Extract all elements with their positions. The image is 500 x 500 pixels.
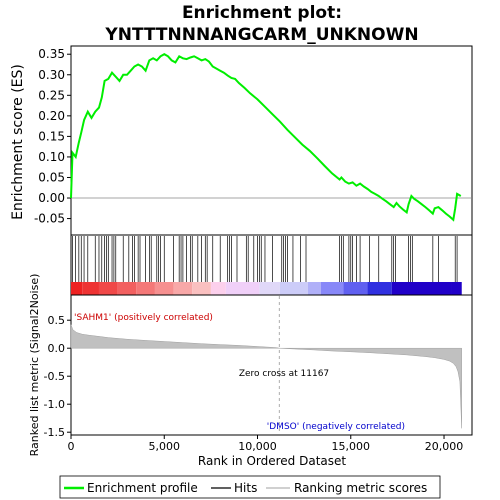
legend-hits-label: Hits	[234, 481, 257, 495]
colorbar-segment	[82, 282, 99, 295]
metric-y-tick-label: 0.0	[48, 342, 66, 355]
metric-x-tick-label: 5,000	[149, 440, 181, 453]
colorbar-segment	[320, 282, 344, 295]
zero-cross-label: Zero cross at 11167	[239, 369, 329, 379]
colorbar-segment	[210, 282, 226, 295]
metric-y-tick-label: -1.0	[44, 398, 65, 411]
es-y-tick-label: 0.25	[38, 88, 65, 102]
es-panel: -0.05 0.00 0.05 0.10 0.15 0.20 0.25 0.30 0.35 En…	[10, 45, 473, 236]
es-panel-frame	[70, 45, 473, 236]
metric-y-tick-label: -0.5	[44, 370, 65, 383]
metric-y-tick-label: -1.5	[44, 426, 65, 439]
hits-panel	[70, 234, 473, 296]
metric-x-tick-label: 0	[68, 440, 75, 453]
colorbar-segment	[259, 282, 280, 295]
legend: Enrichment profile Hits Ranking metric s…	[59, 475, 441, 499]
es-y-tick-label: 0.20	[38, 109, 65, 123]
metric-x-axis-label: Rank in Ordered Dataset	[198, 454, 346, 468]
es-y-tick-label: 0.05	[38, 170, 65, 184]
colorbar-segment	[117, 282, 137, 295]
colorbar-segment	[98, 282, 118, 295]
metric-y-axis-label: Ranked list metric (Signal2Noise)	[28, 274, 41, 457]
metric-y-tick-label: 0.5	[48, 314, 66, 327]
legend-enrichment-label: Enrichment profile	[87, 481, 198, 495]
es-y-tick-label: -0.05	[34, 212, 65, 226]
es-y-tick-label: 0.15	[38, 129, 65, 143]
rank-colorbar	[71, 282, 462, 295]
colorbar-segment	[225, 282, 260, 295]
colorbar-segment	[154, 282, 174, 295]
metric-panel-frame	[70, 294, 473, 436]
positive-label: 'SAHM1' (positively correlated)	[74, 313, 213, 323]
hit-lines	[72, 236, 458, 282]
es-y-tick-label: 0.00	[38, 191, 65, 205]
metric-x-tick-label: 15,000	[332, 440, 371, 453]
es-y-tick-label: 0.10	[38, 150, 65, 164]
es-y-tick-label: 0.30	[38, 68, 65, 82]
metric-panel: -1.5 -1.0 -0.5 0.0 0.5 0 5,000 10,000 15,000 20,…	[28, 274, 473, 468]
colorbar-segment	[451, 282, 462, 295]
colorbar-segment	[136, 282, 155, 295]
colorbar-segment	[343, 282, 368, 295]
ranking-metric-area	[70, 324, 462, 429]
enrichment-profile-line	[70, 53, 462, 222]
legend-metric-label: Ranking metric scores	[294, 481, 427, 495]
colorbar-segment	[279, 282, 308, 295]
metric-y-ticks: -1.5 -1.0 -0.5 0.0 0.5	[44, 314, 71, 439]
legend-frame	[59, 475, 441, 499]
es-y-tick-label: 0.35	[38, 47, 65, 61]
metric-x-tick-label: 20,000	[425, 440, 464, 453]
es-y-ticks: -0.05 0.00 0.05 0.10 0.15 0.20 0.25 0.30 0.35	[34, 47, 71, 226]
metric-x-tick-label: 10,000	[238, 440, 277, 453]
colorbar-segment	[71, 282, 83, 295]
colorbar-segment	[391, 282, 452, 295]
colorbar-segment	[173, 282, 193, 295]
negative-label: 'DMSO' (negatively correlated)	[267, 422, 405, 432]
colorbar-segment	[307, 282, 321, 295]
chart-title-line-2: YNTTTNNNANGCARM_UNKNOWN	[104, 25, 418, 45]
es-y-axis-label: Enrichment score (ES)	[10, 64, 26, 220]
colorbar-segment	[367, 282, 392, 295]
chart-title-line-1: Enrichment plot:	[182, 3, 342, 23]
metric-x-ticks: 0 5,000 10,000 15,000 20,000	[68, 435, 464, 453]
colorbar-segment	[192, 282, 211, 295]
